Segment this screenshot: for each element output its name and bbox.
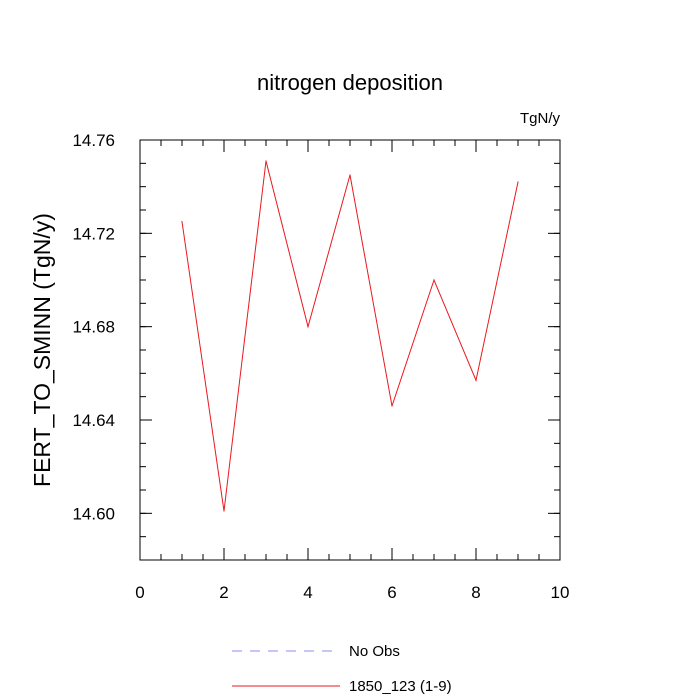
data-point [433,279,435,281]
tick-labels: 0 2 4 6 8 10 14.60 14.64 14.68 14.72 14.76 [72,131,569,602]
x-tick-label: 6 [387,583,396,602]
data-point [181,221,183,223]
y-tick-label: 14.76 [72,131,115,150]
data-point [307,326,309,328]
plot-frame [139,139,561,561]
x-tick-label: 10 [551,583,570,602]
legend: No Obs 1850_123 (1-9) [232,643,452,695]
x-tick-label: 2 [219,583,228,602]
chart-title: nitrogen deposition [257,70,443,95]
data-point [475,379,477,381]
series-line [181,160,519,512]
y-tick-label: 14.68 [72,318,115,337]
units-label: TgN/y [520,110,561,127]
x-tick-label: 8 [471,583,480,602]
series-layer [181,160,519,512]
legend-label: No Obs [349,643,400,660]
legend-label: 1850_123 (1-9) [349,678,452,695]
y-tick-label: 14.64 [72,411,115,430]
axis-ticks [139,139,561,561]
y-tick-label: 14.72 [72,224,115,243]
data-point [517,181,519,183]
data-point [265,160,267,162]
x-tick-label: 4 [303,583,312,602]
data-point [223,510,225,512]
y-axis-label: FERT_TO_SMINN (TgN/y) [29,213,55,487]
data-point [391,405,393,407]
x-tick-label: 0 [135,583,144,602]
data-point [349,174,351,176]
y-tick-label: 14.60 [72,504,115,523]
